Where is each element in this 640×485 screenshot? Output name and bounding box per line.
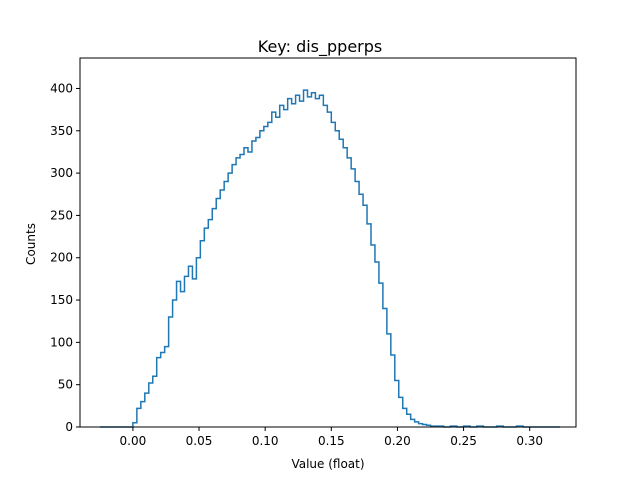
x-axis-label: Value (float) — [291, 457, 364, 471]
histogram-series-0 — [99, 89, 561, 428]
y-axis-label: Counts — [24, 223, 38, 265]
y-tick-label: 150 — [50, 293, 73, 307]
y-tick-label: 350 — [50, 124, 73, 138]
x-tick-label: 0.25 — [450, 434, 477, 448]
x-tick-label: 0.05 — [186, 434, 213, 448]
plot-area — [99, 89, 561, 428]
y-tick-label: 400 — [50, 81, 73, 95]
y-tick-label: 300 — [50, 166, 73, 180]
chart-title: Key: dis_pperps — [258, 37, 382, 57]
x-tick-label: 0.10 — [252, 434, 279, 448]
x-tick-label: 0.00 — [120, 434, 147, 448]
x-axis: 0.00 0.05 0.10 0.15 0.20 0.25 0.30 — [120, 427, 543, 448]
x-tick-label: 0.30 — [516, 434, 543, 448]
y-tick-label: 50 — [58, 378, 73, 392]
y-tick-label: 0 — [65, 420, 73, 434]
plot-frame — [79, 57, 577, 428]
x-tick-label: 0.15 — [318, 434, 345, 448]
y-tick-label: 200 — [50, 251, 73, 265]
x-tick-label: 0.20 — [384, 434, 411, 448]
y-axis: 0 50 100 150 200 250 300 350 400 — [50, 81, 80, 434]
y-tick-label: 100 — [50, 335, 73, 349]
y-tick-label: 250 — [50, 208, 73, 222]
